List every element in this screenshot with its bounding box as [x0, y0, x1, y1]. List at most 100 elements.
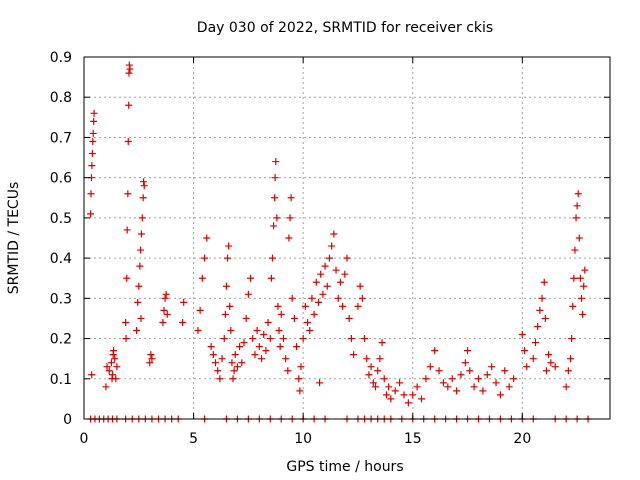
- data-point: [354, 302, 362, 310]
- chart-title: Day 030 of 2022, SRMTID for receiver cki…: [197, 20, 493, 36]
- data-point: [240, 339, 248, 347]
- data-point: [90, 109, 98, 117]
- data-point: [288, 294, 296, 302]
- data-point: [255, 343, 263, 351]
- data-point: [312, 278, 320, 286]
- data-point: [470, 383, 478, 391]
- data-point: [271, 194, 279, 202]
- data-point: [230, 367, 238, 375]
- data-point: [264, 318, 272, 326]
- data-point: [538, 294, 546, 302]
- data-point: [505, 383, 513, 391]
- data-point: [529, 355, 537, 363]
- data-point: [227, 327, 235, 335]
- data-point: [102, 383, 110, 391]
- data-point: [523, 363, 531, 371]
- data-marks: [87, 61, 592, 423]
- data-point: [139, 194, 147, 202]
- data-point: [347, 335, 355, 343]
- data-point: [330, 230, 338, 238]
- data-point: [296, 387, 304, 395]
- data-point: [247, 274, 255, 282]
- y-tick-label: 0.2: [50, 332, 72, 348]
- data-point: [358, 294, 366, 302]
- data-point: [270, 222, 278, 230]
- data-point: [222, 282, 230, 290]
- data-point: [198, 274, 206, 282]
- x-tick-label: 20: [513, 431, 531, 447]
- data-point: [567, 355, 575, 363]
- data-point: [160, 306, 168, 314]
- data-point: [260, 331, 268, 339]
- data-point: [336, 278, 344, 286]
- data-point: [466, 367, 474, 375]
- data-point: [479, 387, 487, 395]
- data-point: [439, 379, 447, 387]
- data-point: [540, 278, 548, 286]
- data-point: [136, 262, 144, 270]
- data-point: [299, 335, 307, 343]
- y-tick-label: 0.5: [50, 211, 72, 227]
- data-point: [125, 101, 133, 109]
- data-point: [258, 355, 266, 363]
- data-point: [341, 270, 349, 278]
- data-point: [574, 190, 582, 198]
- data-point: [140, 182, 148, 190]
- data-point: [496, 391, 504, 399]
- data-point: [140, 178, 148, 186]
- data-point: [125, 61, 133, 69]
- data-point: [212, 359, 219, 367]
- data-point: [304, 318, 312, 326]
- data-point: [536, 306, 544, 314]
- data-point: [290, 314, 298, 322]
- data-point: [124, 190, 132, 198]
- data-point: [483, 371, 491, 379]
- data-point: [276, 343, 284, 351]
- data-point: [297, 363, 305, 371]
- data-point: [317, 270, 325, 278]
- gridlines: [84, 57, 610, 419]
- data-point: [321, 262, 329, 270]
- data-point: [162, 290, 170, 298]
- data-point: [568, 335, 576, 343]
- x-tick-label: 5: [189, 431, 198, 447]
- data-point: [431, 347, 439, 355]
- data-point: [123, 274, 131, 282]
- data-point: [316, 379, 324, 387]
- data-point: [475, 375, 482, 383]
- data-point: [137, 314, 145, 322]
- data-point: [286, 214, 294, 222]
- data-point: [148, 355, 156, 363]
- data-point: [225, 242, 233, 250]
- data-point: [461, 359, 469, 367]
- data-point: [201, 254, 209, 262]
- data-point: [564, 367, 572, 375]
- data-point: [262, 347, 270, 355]
- data-point: [231, 351, 239, 359]
- data-point: [319, 290, 327, 298]
- data-point: [295, 375, 303, 383]
- data-point: [301, 302, 309, 310]
- data-point: [569, 302, 577, 310]
- data-point: [571, 246, 579, 254]
- data-point: [413, 383, 421, 391]
- data-point: [580, 282, 588, 290]
- data-point: [306, 327, 314, 335]
- data-point: [542, 367, 550, 375]
- data-point: [391, 387, 399, 395]
- data-point: [453, 387, 461, 395]
- data-point: [107, 359, 115, 367]
- data-point: [293, 343, 301, 351]
- data-point: [287, 194, 295, 202]
- data-point: [545, 351, 553, 359]
- data-point: [400, 391, 408, 399]
- data-point: [146, 359, 154, 367]
- data-point: [228, 359, 236, 367]
- data-point: [90, 117, 98, 125]
- data-point: [315, 298, 323, 306]
- data-point: [236, 343, 244, 351]
- data-point: [226, 302, 234, 310]
- data-point: [218, 355, 226, 363]
- data-point: [87, 210, 95, 218]
- data-point: [534, 322, 542, 330]
